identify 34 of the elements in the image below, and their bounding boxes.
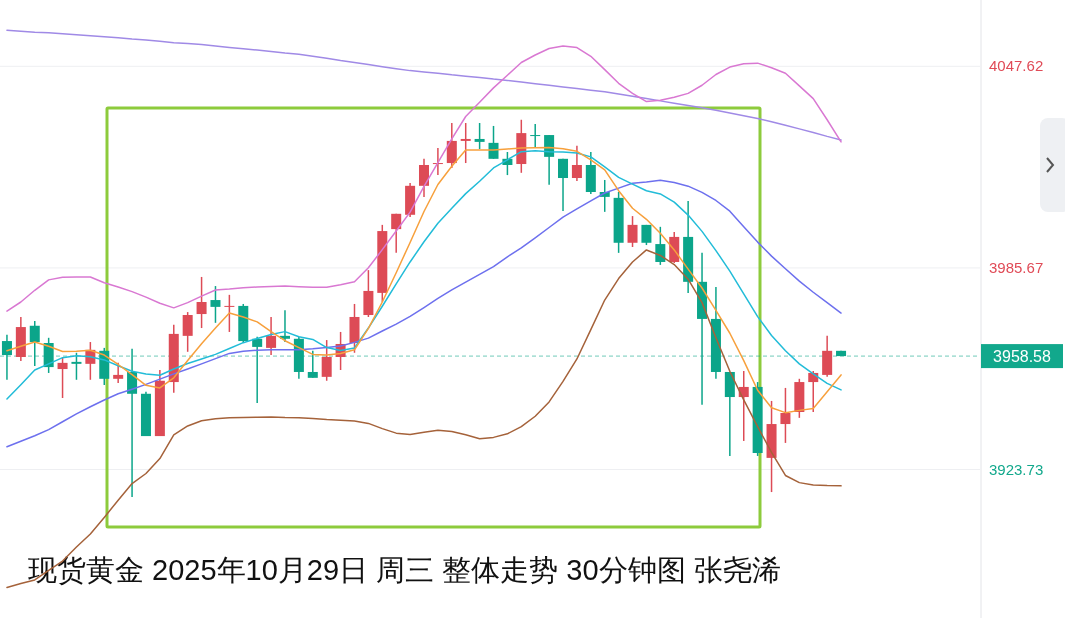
candlestick <box>474 122 485 150</box>
candlestick <box>252 336 263 404</box>
line-series <box>6 179 842 448</box>
candlestick <box>544 134 555 186</box>
candlestick <box>182 311 193 353</box>
y-tick-label: 3985.67 <box>989 258 1044 276</box>
candlestick <box>57 357 68 399</box>
line-series <box>6 45 842 312</box>
candlestick <box>432 147 443 176</box>
candlestick <box>29 320 40 367</box>
candlestick <box>224 294 235 333</box>
candlestick <box>530 123 541 148</box>
candlestick <box>558 158 569 212</box>
candlestick <box>460 122 471 164</box>
y-tick-label: 4047.62 <box>989 57 1044 75</box>
candlestick <box>446 122 457 169</box>
candlestick <box>71 352 82 381</box>
candlestick <box>391 213 402 254</box>
candlestick <box>419 158 429 198</box>
candlestick <box>279 309 290 343</box>
candlestick <box>113 362 124 384</box>
candlestick <box>321 339 332 382</box>
candlestick <box>571 145 582 182</box>
candlestick <box>780 387 791 444</box>
candlestick <box>210 285 221 324</box>
candlestick <box>655 226 666 266</box>
candlestick <box>307 350 318 379</box>
candlestick <box>627 215 638 248</box>
line-series <box>6 29 842 141</box>
candlestick <box>266 316 277 356</box>
candlestick <box>196 276 207 329</box>
ref-line-label: 3958.58 <box>993 348 1052 366</box>
candlestick <box>1 334 12 381</box>
y-tick-label: 3923.73 <box>989 460 1044 478</box>
